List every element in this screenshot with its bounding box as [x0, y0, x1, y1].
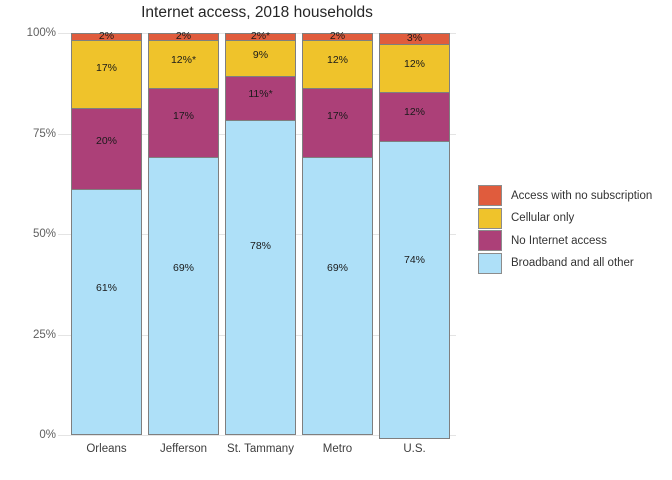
segment-label: 2%	[329, 30, 346, 43]
segment-no-internet-access-orleans: 20%	[71, 108, 142, 190]
segment-broadband-and-all-other-st-tammany: 78%	[225, 120, 296, 435]
segment-label: 12%*	[170, 53, 197, 66]
segment-broadband-and-all-other-orleans: 61%	[71, 189, 142, 435]
segment-label: 12%	[403, 106, 426, 119]
segment-label: 2%	[175, 30, 192, 43]
segment-no-internet-access-jefferson: 17%	[148, 88, 219, 158]
segment-label: 2%*	[250, 30, 271, 43]
legend-swatch-broadband-and-all-other	[478, 252, 502, 274]
legend-item-label: Cellular only	[511, 212, 575, 224]
segment-cellular-only-metro: 12%	[302, 40, 373, 89]
segment-label: 74%	[403, 254, 426, 267]
legend-item-label: Access with no subscription	[511, 189, 653, 202]
segment-no-internet-access-u-s: 12%	[379, 92, 450, 142]
segment-broadband-and-all-other-metro: 69%	[302, 157, 373, 435]
legend-item-label: No Internet access	[511, 234, 607, 247]
y-axis-tick-label: 75%	[32, 128, 56, 140]
segment-broadband-and-all-other-jefferson: 69%	[148, 157, 219, 435]
segment-label: 17%	[326, 110, 349, 123]
gridline-0	[58, 435, 456, 436]
segment-label: 2%	[98, 30, 115, 43]
legend-item-broadband-and-all-other: Broadband and all other	[478, 252, 652, 274]
segment-cellular-only-u-s: 12%	[379, 44, 450, 93]
bar-st-tammany: 2%* 9% 11%* 78%	[225, 30, 296, 435]
segment-cellular-only-st-tammany: 9%	[225, 40, 296, 77]
x-axis-label-jefferson: Jefferson	[159, 443, 208, 455]
segment-broadband-and-all-other-u-s: 74%	[379, 141, 450, 439]
segment-no-internet-access-st-tammany: 11%*	[225, 76, 296, 121]
legend: Access with no subscription Cellular only…	[478, 185, 652, 274]
x-axis-label-st-tammany: St. Tammany	[227, 443, 294, 455]
legend-item-cellular-only: Cellular only	[478, 207, 652, 229]
segment-no-internet-access-metro: 17%	[302, 88, 373, 158]
x-axis-label-orleans: Orleans	[86, 443, 127, 455]
segment-label: 20%	[95, 135, 118, 147]
segment-label: 17%	[172, 110, 195, 123]
segment-label: 61%	[95, 281, 118, 294]
segment-label: 12%	[326, 53, 349, 66]
bar-jefferson: 2% 12%* 17% 69%	[148, 30, 219, 435]
bar-u-s: 3% 12% 12% 74%	[379, 32, 450, 439]
bar-metro: 2% 12% 17% 69%	[302, 30, 373, 435]
x-axis-label-metro: Metro	[322, 443, 353, 455]
segment-cellular-only-jefferson: 12%*	[148, 40, 219, 89]
legend-swatch-cellular-only	[478, 207, 502, 229]
legend-item-no-internet-access: No Internet access	[478, 230, 652, 251]
x-axis-label-u-s: U.S.	[403, 443, 426, 455]
legend-item-access-with-no-subscription: Access with no subscription	[478, 185, 652, 206]
segment-label: 69%	[326, 262, 349, 275]
segment-label: 12%	[403, 57, 426, 70]
segment-label: 9%	[252, 49, 269, 61]
segment-label: 78%	[249, 240, 272, 253]
y-axis-tick-label: 100%	[26, 27, 56, 39]
segment-label: 11%*	[248, 88, 273, 101]
y-axis-tick-label: 50%	[32, 228, 56, 240]
segment-label: 3%	[406, 32, 423, 44]
chart-title: Internet access, 2018 households	[141, 4, 373, 21]
segment-label: 17%	[95, 61, 118, 74]
y-axis-tick-label: 0%	[39, 429, 56, 441]
bar-orleans: 2% 17% 20% 61%	[71, 30, 142, 435]
legend-item-label: Broadband and all other	[511, 257, 634, 269]
segment-cellular-only-orleans: 17%	[71, 40, 142, 109]
legend-swatch-no-internet-access	[478, 230, 502, 251]
legend-swatch-access-with-no-subscription	[478, 185, 502, 206]
segment-label: 69%	[172, 262, 195, 275]
y-axis-tick-label: 25%	[32, 329, 56, 341]
